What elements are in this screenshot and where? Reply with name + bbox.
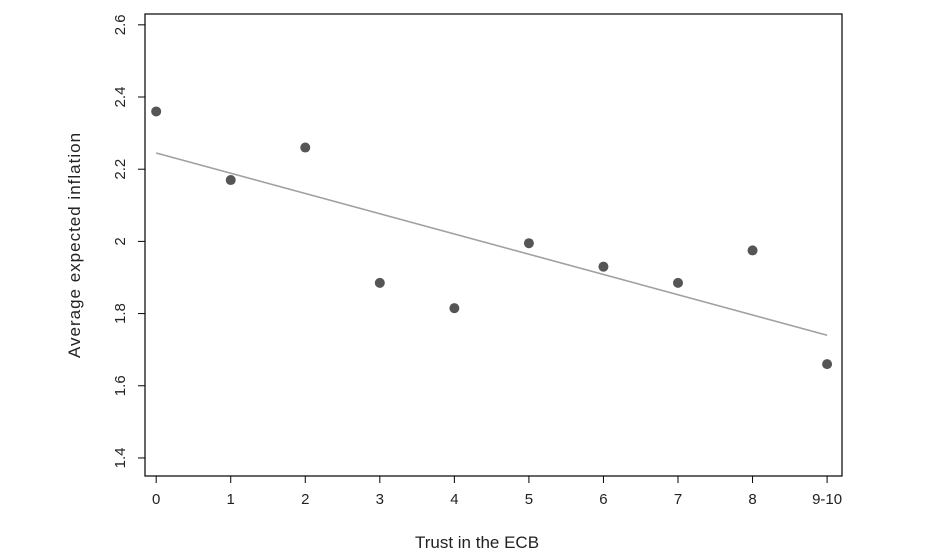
y-tick-label: 2.4 (112, 87, 129, 108)
plot-frame (144, 13, 843, 477)
data-point (225, 175, 236, 186)
x-tick-label: 8 (748, 491, 756, 508)
y-tick-label: 1.8 (112, 303, 129, 324)
data-point (374, 277, 385, 288)
data-point (449, 303, 460, 314)
data-point (673, 277, 683, 288)
x-tick-label: 5 (525, 491, 533, 508)
fit-line (155, 152, 828, 337)
y-tick-label: 2.6 (112, 14, 129, 35)
data-point (523, 238, 534, 249)
x-tick-label: 4 (450, 491, 458, 508)
y-tick-label: 2.2 (112, 159, 129, 180)
x-tick-label: 0 (152, 491, 160, 508)
y-tick-label: 1.6 (112, 375, 129, 396)
data-point (300, 142, 311, 153)
x-tick-label: 7 (674, 491, 682, 508)
data-point (822, 359, 833, 370)
x-tick-label: 1 (227, 491, 235, 508)
y-tick-label: 1.4 (112, 448, 129, 469)
data-points (151, 106, 833, 370)
x-tick-label: 3 (376, 491, 384, 508)
data-point (747, 245, 758, 256)
x-tick-label: 2 (301, 491, 309, 508)
x-tick-label: 6 (599, 491, 607, 508)
x-axis: 0 1 2 3 4 5 6 7 8 9-10 (152, 476, 842, 508)
y-axis-title: Average expected inflation (65, 132, 84, 358)
x-axis-title: Trust in the ECB (415, 533, 539, 552)
fit-line-group (155, 152, 828, 337)
y-tick-label: 2 (112, 237, 129, 245)
data-point (598, 261, 609, 272)
data-point (151, 106, 162, 117)
x-tick-label: 9-10 (812, 491, 842, 508)
y-axis: 1.4 1.6 1.8 2 2.2 2.4 2.6 (112, 14, 145, 468)
